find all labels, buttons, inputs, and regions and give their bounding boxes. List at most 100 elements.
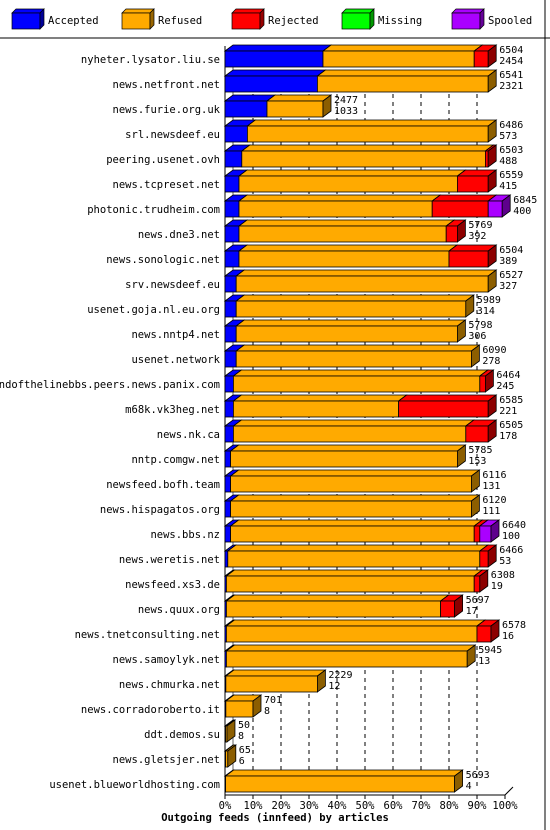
value-offered-news-tnetconsulting-net: 6578 [502,620,526,631]
host-label-srv-newsdeef-eu: srv.newsdeef.eu [125,279,220,291]
bar-news-weretis-net-accepted [224,550,229,568]
x-tick-label-10: 100% [492,800,518,812]
bar-top-usenet-blueworldhosting-com-refused [224,769,464,777]
host-label-news-hispagatos-org: news.hispagatos.org [100,504,220,516]
bar-peering-usenet-ovh-refused [241,150,486,168]
value-offered-news-dne3-net: 5769 [468,220,492,231]
value-accepted-usenet-network: 278 [482,356,500,367]
value-offered-srl-newsdeef-eu: 6486 [499,120,523,131]
host-label-news-tcpreset-net: news.tcpreset.net [113,179,220,191]
bar-news-tnetconsulting-net-rejected [476,625,492,643]
bar-top-srv-newsdeef-eu-refused [234,269,498,277]
bar-news-bbs-nz-spooled [479,525,492,543]
bar-side-news-samoylyk-net-refused [466,644,476,668]
legend-swatch-side-missing [369,8,375,30]
bar-side-news-weretis-net-rejected [487,544,497,568]
bar-photonic-trudheim-com-refused [238,200,433,218]
bar-news-tcpreset-net-rejected [456,175,489,193]
bar-photonic-trudheim-com-rejected [431,200,489,218]
legend-swatch-missing [341,12,371,30]
value-accepted-news-weretis-net: 53 [499,556,511,567]
value-offered-news-nk-ca: 6505 [499,420,523,431]
chart-title: Outgoing feeds (innfeed) by articles [161,812,389,824]
x-tick-label-1: 10% [244,800,264,812]
host-label-endofthelinebbs-peers-news-panix-com: endofthelinebbs.peers.news.panix.com [0,379,220,391]
bar-peering-usenet-ovh-accepted [224,150,243,168]
host-label-usenet-goja-nl-eu-org: usenet.goja.nl.eu.org [87,304,220,316]
x-tick-label-3: 30% [300,800,320,812]
bar-news-weretis-net-rejected [479,550,489,568]
bar-top-srl-newsdeef-eu-refused [246,119,498,127]
value-offered-news-sonologic-net: 6504 [499,245,523,256]
value-offered-usenet-network: 6090 [482,345,506,356]
value-accepted-nyheter-lysator-liu-se: 2454 [499,56,523,67]
value-accepted-news-chmurka-net: 12 [328,681,340,692]
bar-news-nk-ca-accepted [224,425,234,443]
legend-label-rejected: Rejected [268,15,319,27]
bar-top-m68k-vk3heg-net-refused [232,394,408,402]
bar-top-newsfeed-bofh-team-refused [229,469,481,477]
bar-side-news-sonologic-net-rejected [487,244,497,268]
host-label-photonic-trudheim-com: photonic.trudheim.com [87,204,220,216]
bar-top-nntp-comgw-net-refused [229,444,467,452]
bar-side-m68k-vk3heg-net-rejected [487,394,497,418]
legend-swatch-side-rejected [259,8,265,30]
host-label-news-weretis-net: news.weretis.net [119,554,220,566]
legend-label-accepted: Accepted [48,15,99,27]
bar-side-news-nntp4-net-refused [456,319,466,343]
bar-news-bbs-nz-rejected [473,525,481,543]
bar-side-photonic-trudheim-com-spooled [501,194,511,218]
bar-srl-newsdeef-eu-refused [246,125,489,143]
bar-side-newsfeed-bofh-team-refused [470,469,480,493]
bar-m68k-vk3heg-net-rejected [398,400,489,418]
bar-news-hispagatos-org-accepted [224,500,231,518]
legend-swatch-side-refused [149,8,155,30]
bar-side-news-chmurka-net-refused [316,669,326,693]
value-accepted-ddt-demos-su: 8 [238,731,244,742]
bar-side-nntp-comgw-net-refused [456,444,466,468]
bar-side-news-hispagatos-org-refused [470,494,480,518]
bar-m68k-vk3heg-net-refused [232,400,399,418]
bar-side-news-tnetconsulting-net-rejected [490,619,500,643]
value-accepted-usenet-goja-nl-eu-org: 314 [477,306,495,317]
host-label-news-corradoroberto-it: news.corradoroberto.it [81,704,220,716]
legend-swatch-top-rejected [231,8,265,14]
x-tick-label-5: 50% [356,800,376,812]
bar-side-news-furie-org-uk-refused [322,94,332,118]
legend-swatch-accepted [11,12,41,30]
bar-top-peering-usenet-ovh-refused [240,144,495,152]
bar-news-netfront-net-accepted [224,75,318,93]
bar-news-dne3-net-refused [238,225,447,243]
bar-srv-newsdeef-eu-accepted [224,275,237,293]
bar-nyheter-lysator-liu-se-refused [322,50,475,68]
bar-nntp-comgw-net-accepted [224,450,231,468]
bar-nyheter-lysator-liu-se-accepted [224,50,324,68]
value-accepted-newsfeed-bofh-team: 131 [482,481,500,492]
bar-top-news-chmurka-net-refused [224,669,327,677]
bar-news-hispagatos-org-refused [230,500,472,518]
bar-usenet-network-refused [235,350,472,368]
value-offered-usenet-blueworldhosting-com: 5693 [466,770,490,781]
value-offered-news-chmurka-net: 2229 [328,670,352,681]
bar-top-photonic-trudheim-com-refused [237,194,442,202]
bar-top-news-furie-org-uk-refused [265,94,333,102]
value-offered-news-quux-org: 5697 [466,595,490,606]
value-offered-news-netfront-net: 6541 [499,70,523,81]
host-label-news-tnetconsulting-net: news.tnetconsulting.net [75,629,220,641]
host-label-m68k-vk3heg-net: m68k.vk3heg.net [125,404,220,416]
bar-endofthelinebbs-peers-news-panix-com-refused [232,375,481,393]
x-tick-label-2: 20% [272,800,292,812]
value-accepted-usenet-blueworldhosting-com: 4 [466,781,472,792]
bar-news-sonologic-net-refused [238,250,450,268]
bar-side-news-nk-ca-rejected [487,419,497,443]
legend-swatch-top-refused [121,8,155,14]
bar-news-furie-org-uk-refused [266,100,324,118]
bar-photonic-trudheim-com-accepted [224,200,240,218]
value-accepted-news-corradoroberto-it: 8 [264,706,270,717]
legend-label-refused: Refused [158,15,202,27]
bar-news-netfront-net-refused [316,75,489,93]
value-offered-photonic-trudheim-com: 6845 [513,195,537,206]
bar-top-usenet-goja-nl-eu-org-refused [234,294,475,302]
bar-newsfeed-xs3-de-refused [225,575,475,593]
